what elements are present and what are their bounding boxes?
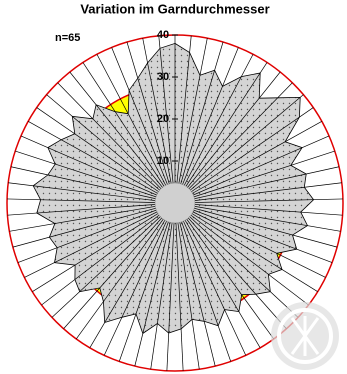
spoke [174, 135, 330, 204]
center-circle [154, 182, 196, 224]
spoke [174, 166, 340, 204]
spoke [174, 121, 322, 204]
spoke [111, 47, 176, 204]
spoke [174, 202, 200, 370]
spoke [10, 166, 176, 204]
spoke [126, 41, 176, 204]
spoke [174, 35, 192, 204]
r-tick-label: 10 [157, 155, 169, 167]
spoke [174, 202, 232, 362]
spoke [174, 202, 326, 278]
spoke [174, 47, 239, 204]
annotation: n=65 [55, 32, 80, 44]
spoke [174, 202, 309, 306]
spoke [174, 62, 268, 204]
spoke [15, 150, 176, 204]
r-tick-label: 30 [157, 71, 169, 83]
spoke [96, 54, 176, 204]
spoke [82, 62, 176, 204]
spoke [174, 71, 281, 204]
r-tick-label: 20 [157, 113, 169, 125]
spoke [17, 202, 176, 263]
spoke [69, 71, 176, 204]
logo [271, 302, 339, 370]
spoke [32, 202, 176, 292]
spoke [174, 202, 299, 318]
spoke [174, 202, 333, 263]
spoke [63, 202, 176, 329]
spoke [174, 202, 341, 232]
spoke [174, 202, 261, 348]
spoke [174, 202, 216, 367]
spoke [24, 202, 176, 278]
spoke [174, 198, 343, 204]
spoke [28, 121, 176, 204]
spoke [134, 202, 176, 367]
spoke [41, 202, 176, 306]
spoke [174, 150, 335, 204]
spoke [174, 94, 304, 204]
spoke [174, 38, 208, 204]
spoke [8, 182, 176, 204]
spoke [9, 202, 176, 232]
spoke [174, 202, 184, 371]
spoke [57, 82, 176, 204]
spoke [166, 202, 176, 371]
spoke [12, 202, 176, 248]
spoke [158, 35, 176, 204]
r-tick-label: 40 [157, 29, 169, 41]
spoke [174, 202, 343, 216]
spoke [174, 202, 275, 340]
spoke [20, 135, 176, 204]
spoke [89, 202, 176, 348]
spoke [36, 107, 176, 204]
spoke [150, 202, 176, 370]
spoke [174, 202, 247, 356]
spoke [103, 202, 176, 356]
spoke [174, 202, 338, 248]
spoke [174, 202, 318, 292]
spoke [174, 41, 224, 204]
spoke [174, 107, 314, 204]
spoke [174, 202, 287, 329]
spoke [51, 202, 176, 318]
chart-title: Variation im Garndurchmesser [80, 1, 269, 16]
spoke [174, 182, 342, 204]
spoke [7, 198, 176, 204]
spoke [174, 82, 293, 204]
spoke [7, 202, 176, 216]
spoke [75, 202, 176, 340]
spoke [174, 54, 254, 204]
spoke [46, 94, 176, 204]
spoke [118, 202, 176, 362]
spoke [142, 38, 176, 204]
